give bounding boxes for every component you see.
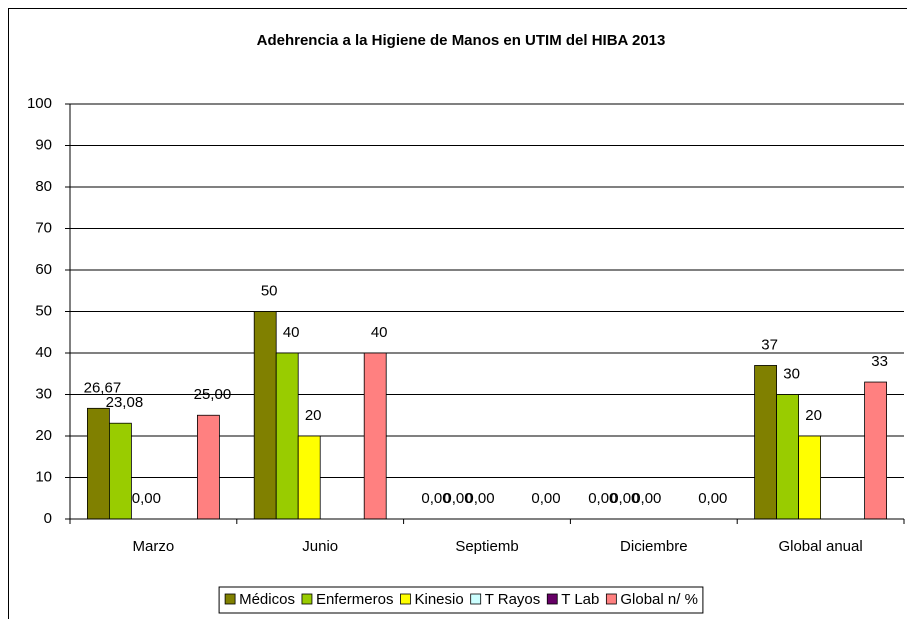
x-tick-label: Diciembre: [620, 538, 688, 555]
x-tick-label: Global anual: [778, 538, 862, 555]
bar: [196, 414, 220, 520]
y-tick-label: 80: [35, 178, 52, 195]
x-tick-label: Junio: [302, 538, 338, 555]
legend-label: Kinesio: [414, 591, 463, 608]
x-tick-label: Marzo: [133, 538, 175, 555]
legend-label: T Lab: [561, 591, 599, 608]
legend-label: T Rayos: [485, 591, 541, 608]
data-label: 0,00: [465, 490, 494, 507]
bar: [363, 352, 387, 520]
bar: [87, 407, 110, 520]
data-label: 20: [805, 407, 822, 424]
data-label: 0,00: [531, 490, 560, 507]
bar: [776, 394, 799, 520]
y-tick-label: 60: [35, 261, 52, 278]
legend-swatch: [470, 593, 482, 605]
y-tick-label: 50: [35, 302, 52, 319]
bar: [275, 352, 299, 520]
data-label: 0,00: [443, 490, 472, 507]
legend-swatch: [605, 593, 617, 605]
bar: [297, 435, 321, 520]
bar: [109, 422, 132, 520]
legend-label: Global n/ %: [620, 591, 698, 608]
data-label: 33: [871, 353, 888, 370]
data-label: 0,00: [132, 490, 161, 507]
chart-border: [8, 8, 907, 619]
y-tick-label: 90: [35, 136, 52, 153]
y-tick-label: 20: [35, 427, 52, 444]
y-tick-label: 30: [35, 385, 52, 402]
data-label: 0,00: [588, 490, 617, 507]
legend-swatch: [400, 593, 411, 605]
y-tick-label: 0: [44, 510, 52, 527]
data-label: 0,00: [610, 490, 639, 507]
bar: [754, 365, 777, 520]
data-label: 20: [305, 407, 322, 424]
data-label: 40: [283, 324, 300, 341]
bar: [798, 435, 821, 520]
chart-title: Adehrencia a la Higiene de Manos en UTIM…: [257, 32, 666, 49]
legend-label: Enfermeros: [316, 591, 394, 608]
x-tick-label: Septiemb: [455, 538, 518, 555]
data-label: 0,00: [698, 490, 727, 507]
data-label: 37: [761, 336, 778, 353]
data-label: 0,00: [632, 490, 661, 507]
legend-label: Médicos: [239, 591, 295, 608]
data-label: 23,08: [106, 394, 144, 411]
data-label: 40: [371, 324, 388, 341]
bar: [864, 381, 887, 520]
data-label: 0,00: [421, 490, 450, 507]
bar: [253, 311, 277, 520]
legend-swatch: [546, 593, 558, 605]
data-label: 30: [783, 365, 800, 382]
y-tick-label: 70: [35, 219, 52, 236]
data-label: 25,00: [194, 386, 232, 403]
y-tick-label: 40: [35, 344, 52, 361]
data-label: 26,67: [84, 379, 122, 396]
legend-swatch: [301, 593, 313, 605]
legend-box: [218, 586, 704, 614]
data-label: 50: [261, 282, 278, 299]
y-tick-label: 100: [27, 95, 52, 112]
y-tick-label: 10: [35, 468, 52, 485]
legend-swatch: [224, 593, 236, 605]
